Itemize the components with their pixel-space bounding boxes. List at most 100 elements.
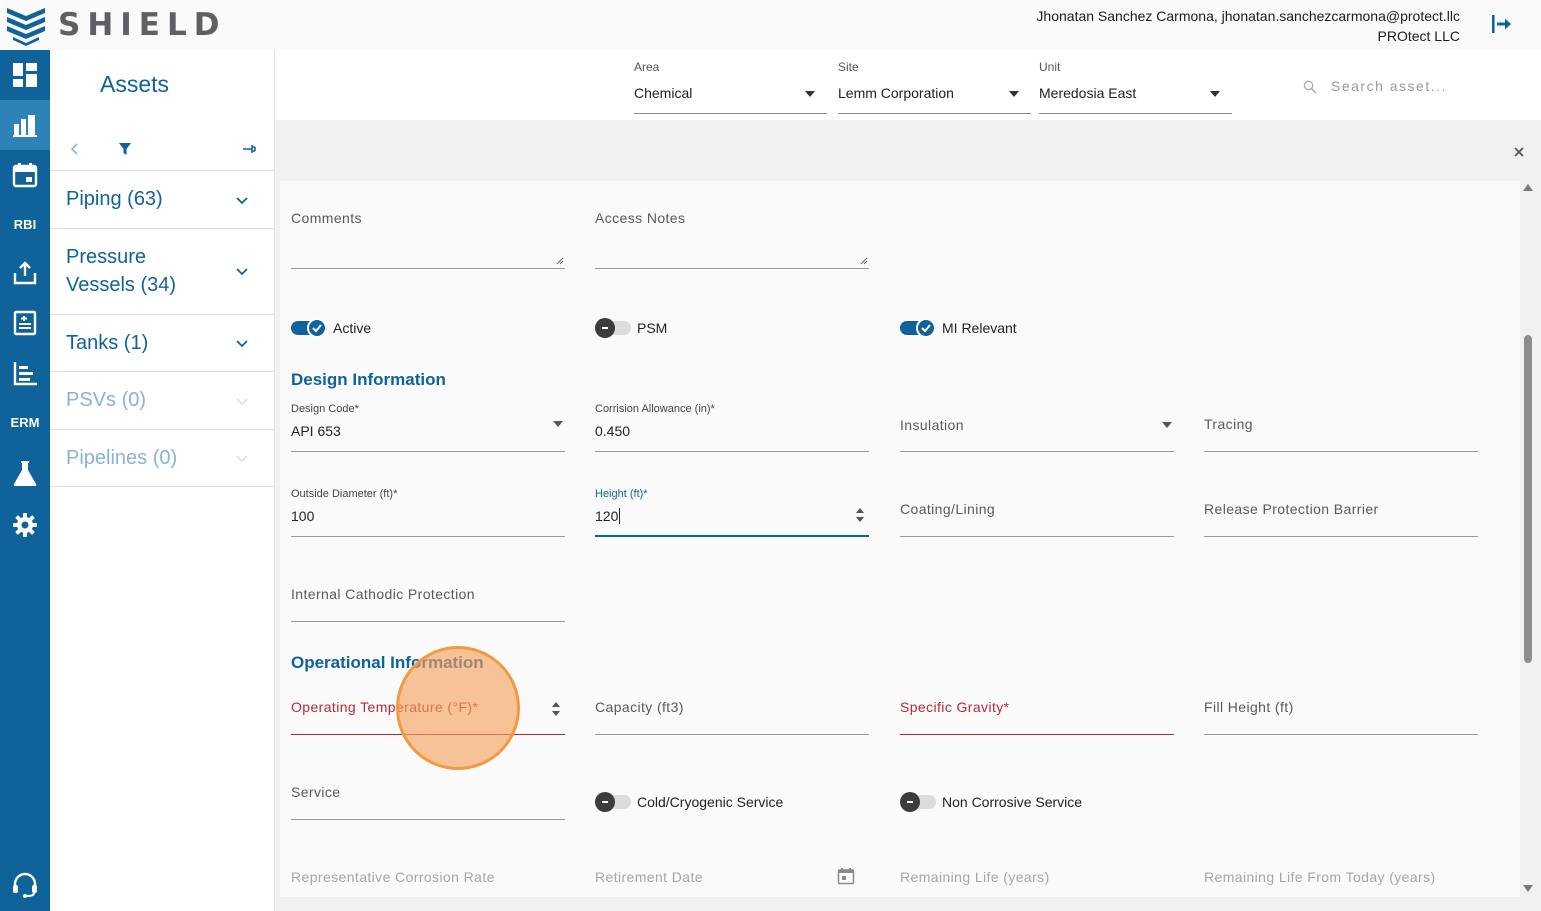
gear-icon: [13, 513, 37, 537]
area-select[interactable]: Area Chemical: [634, 50, 827, 114]
design-code-select[interactable]: Design Code* API 653: [291, 403, 565, 452]
search-input[interactable]: [1331, 76, 1511, 96]
user-organization: PROtect LLC: [1377, 28, 1460, 44]
outside-diameter-value: 100: [291, 508, 315, 524]
resize-handle-icon[interactable]: [860, 257, 868, 265]
minus-icon: [900, 792, 920, 812]
psm-label: PSM: [637, 320, 668, 336]
category-tanks[interactable]: Tanks (1): [50, 315, 275, 372]
user-info: Jhonatan Sanchez Carmona, jhonatan.sanch…: [1036, 6, 1460, 46]
retirement-date-label: Retirement Date: [595, 869, 703, 885]
tracing-field[interactable]: Tracing: [1204, 403, 1478, 452]
nav-report[interactable]: [0, 298, 50, 348]
scrollbar-thumb[interactable]: [1524, 335, 1532, 663]
chevron-down-icon: [236, 398, 248, 406]
category-label: PSVs (0): [66, 389, 147, 411]
close-icon[interactable]: [1511, 144, 1527, 160]
minus-icon: [595, 792, 615, 812]
category-pressure-vessels[interactable]: Pressure Vessels (34): [50, 229, 275, 315]
dashboard-icon: [13, 63, 37, 87]
nav-support[interactable]: [0, 860, 50, 910]
nav-rbi[interactable]: RBI: [0, 200, 50, 248]
capacity-field[interactable]: Capacity (ft3): [595, 686, 869, 735]
site-label: Site: [838, 60, 859, 74]
chevron-down-icon: [236, 340, 248, 348]
nav-settings[interactable]: [0, 500, 50, 550]
toggle-track: [291, 318, 327, 338]
mi-relevant-toggle[interactable]: MI Relevant: [900, 316, 1017, 340]
remaining-life-from-today-field: Remaining Life From Today (years): [1204, 856, 1478, 897]
release-protection-barrier-field[interactable]: Release Protection Barrier: [1204, 488, 1478, 537]
pin-icon: [243, 145, 256, 153]
operating-temperature-field[interactable]: Operating Temperature (°F)*: [291, 686, 565, 735]
comments-textarea[interactable]: Comments: [291, 207, 565, 269]
psm-toggle[interactable]: PSM: [595, 316, 667, 340]
fill-height-field[interactable]: Fill Height (ft): [1204, 686, 1478, 735]
resize-handle-icon[interactable]: [556, 257, 564, 265]
cold-cryogenic-service-label: Cold/Cryogenic Service: [637, 794, 784, 810]
asset-search: [1303, 76, 1513, 96]
category-piping[interactable]: Piping (63): [50, 171, 275, 229]
caret-down-icon: [1009, 91, 1019, 97]
nav-assets[interactable]: [0, 100, 50, 150]
unit-label: Unit: [1039, 60, 1061, 74]
chevron-left-icon: [70, 143, 78, 155]
mi-relevant-label: MI Relevant: [942, 320, 1017, 336]
nav-erm[interactable]: ERM: [0, 398, 50, 446]
specific-gravity-field[interactable]: Specific Gravity*: [900, 686, 1174, 735]
access-notes-textarea[interactable]: Access Notes: [595, 207, 869, 269]
logout-icon[interactable]: [1489, 12, 1513, 36]
coating-lining-field[interactable]: Coating/Lining: [900, 488, 1174, 537]
chevron-down-icon: [236, 197, 248, 205]
pin-panel-button[interactable]: [239, 139, 259, 159]
internal-cathodic-protection-label: Internal Cathodic Protection: [291, 586, 475, 602]
nav-lab[interactable]: [0, 448, 50, 498]
caret-down-icon: [805, 91, 815, 97]
internal-cathodic-protection-field[interactable]: Internal Cathodic Protection: [291, 573, 565, 622]
filter-button[interactable]: [115, 139, 135, 159]
coating-lining-label: Coating/Lining: [900, 501, 996, 517]
calendar-icon: [12, 163, 38, 188]
check-icon: [307, 318, 327, 338]
category-label: Pressure Vessels (34): [66, 246, 177, 296]
assets-panel: Assets Piping (63) Pressure Vessels (34)…: [50, 50, 275, 911]
outside-diameter-label: Outside Diameter (ft)*: [291, 488, 398, 500]
specific-gravity-label: Specific Gravity*: [900, 699, 1010, 715]
nav-calendar[interactable]: [0, 150, 50, 200]
active-label: Active: [333, 320, 372, 336]
scroll-up-arrow-icon[interactable]: [1523, 184, 1533, 191]
height-value: 120: [595, 508, 621, 524]
nav-chart[interactable]: [0, 348, 50, 398]
active-toggle[interactable]: Active: [291, 316, 371, 340]
unit-select[interactable]: Unit Meredosia East: [1039, 50, 1232, 114]
insulation-select[interactable]: Insulation: [900, 403, 1174, 452]
non-corrosive-service-label: Non Corrosive Service: [942, 794, 1083, 810]
calendar-icon[interactable]: [837, 867, 855, 885]
service-field[interactable]: Service: [291, 771, 565, 820]
area-label: Area: [634, 60, 660, 74]
filter-icon: [119, 143, 131, 155]
design-code-value: API 653: [291, 423, 341, 439]
comments-label: Comments: [291, 210, 362, 226]
unit-value: Meredosia East: [1039, 85, 1137, 101]
non-corrosive-service-toggle[interactable]: Non Corrosive Service: [900, 790, 1082, 814]
corrosion-allowance-field[interactable]: Corrision Allowance (in)* 0.450: [595, 403, 869, 452]
corrosion-allowance-value: 0.450: [595, 423, 631, 439]
outside-diameter-field[interactable]: Outside Diameter (ft)* 100: [291, 488, 565, 537]
collapse-panel-button[interactable]: [65, 139, 85, 159]
cold-cryogenic-service-toggle[interactable]: Cold/Cryogenic Service: [595, 790, 783, 814]
asset-form: Comments Access Notes Active PSM: [280, 181, 1520, 897]
nav-upload[interactable]: [0, 248, 50, 298]
capacity-label: Capacity (ft3): [595, 699, 684, 715]
scroll-down-arrow-icon[interactable]: [1523, 885, 1533, 892]
number-spinner-icon[interactable]: [551, 699, 561, 719]
support-headset-icon: [13, 872, 37, 898]
toggle-track: [900, 792, 936, 812]
number-spinner-icon[interactable]: [855, 505, 865, 525]
height-field[interactable]: Height (ft)* 120: [595, 488, 869, 537]
site-select[interactable]: Site Lemm Corporation: [838, 50, 1031, 114]
top-header: SHIELD Jhonatan Sanchez Carmona, jhonata…: [0, 0, 1541, 50]
nav-dashboard[interactable]: [0, 50, 50, 100]
page-title: Assets: [100, 71, 170, 97]
erm-label: ERM: [10, 414, 40, 430]
